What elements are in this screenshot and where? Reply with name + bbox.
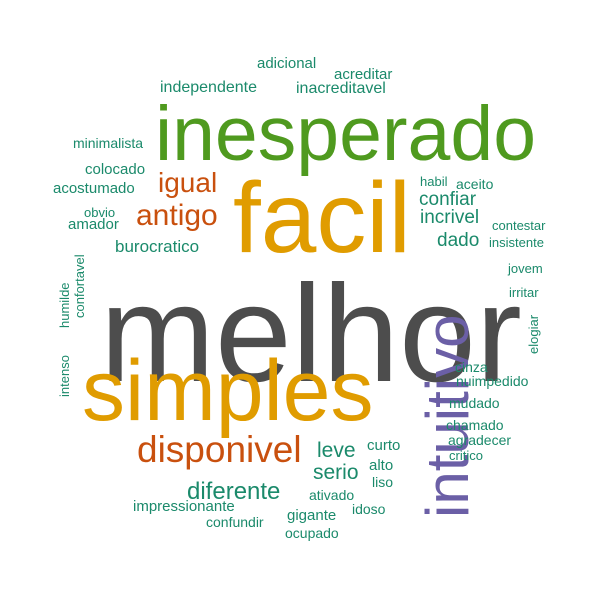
word-habil: habil <box>420 174 448 189</box>
word-acreditar: acreditar <box>334 66 393 83</box>
word-confortavel: confortavel <box>72 254 87 318</box>
word-simples: simples <box>82 343 374 439</box>
word-incrivel: incrivel <box>420 207 480 228</box>
word-critico: critico <box>449 448 483 463</box>
word-aceito: aceito <box>456 176 494 192</box>
word-melhor: melhor <box>100 257 522 411</box>
word-burocratico: burocratico <box>115 237 200 256</box>
word-colocado: colocado <box>85 161 146 178</box>
word-agradecer: agradecer <box>448 432 512 448</box>
word-acostumado: acostumado <box>53 180 135 197</box>
word-independente: independente <box>160 79 257 96</box>
word-liso: liso <box>372 474 394 490</box>
word-humilde: humilde <box>57 282 72 328</box>
word-nuimpedido: nuimpedido <box>456 373 529 389</box>
word-adicional: adicional <box>257 55 317 72</box>
word-antigo: antigo <box>136 199 218 232</box>
word-gigante: gigante <box>287 507 337 524</box>
word-impressionante: impressionante <box>133 498 235 515</box>
word-leve: leve <box>317 439 356 462</box>
word-irritar: irritar <box>509 285 539 300</box>
word-curto: curto <box>367 437 401 454</box>
word-inacreditavel: inacreditavel <box>296 80 386 97</box>
word-facil: facil <box>233 162 411 274</box>
word-serio: serio <box>313 461 359 484</box>
word-ativado: ativado <box>309 487 355 503</box>
word-idoso: idoso <box>352 501 386 517</box>
word-minimalista: minimalista <box>73 135 144 151</box>
word-confundir: confundir <box>206 514 264 530</box>
word-cinza: cinza <box>455 359 488 375</box>
word-contestar: contestar <box>492 218 546 233</box>
word-ocupado: ocupado <box>285 525 339 541</box>
word-confiar: confiar <box>419 189 477 210</box>
word-disponivel: disponivel <box>137 429 302 470</box>
word-mudado: mudado <box>449 395 500 411</box>
word-chamado: chamado <box>446 417 504 433</box>
word-elogiar: elogiar <box>526 314 541 354</box>
word-diferente: diferente <box>187 478 281 505</box>
word-insistente: insistente <box>489 235 544 250</box>
word-alto: alto <box>369 457 394 474</box>
word-amador: amador <box>68 216 119 233</box>
word-igual: igual <box>158 167 218 198</box>
word-jovem: jovem <box>508 261 543 276</box>
word-dado: dado <box>437 230 480 251</box>
word-obvio: obvio <box>84 205 116 220</box>
word-inesperado: inesperado <box>155 91 537 177</box>
word-intenso: intenso <box>57 355 72 397</box>
